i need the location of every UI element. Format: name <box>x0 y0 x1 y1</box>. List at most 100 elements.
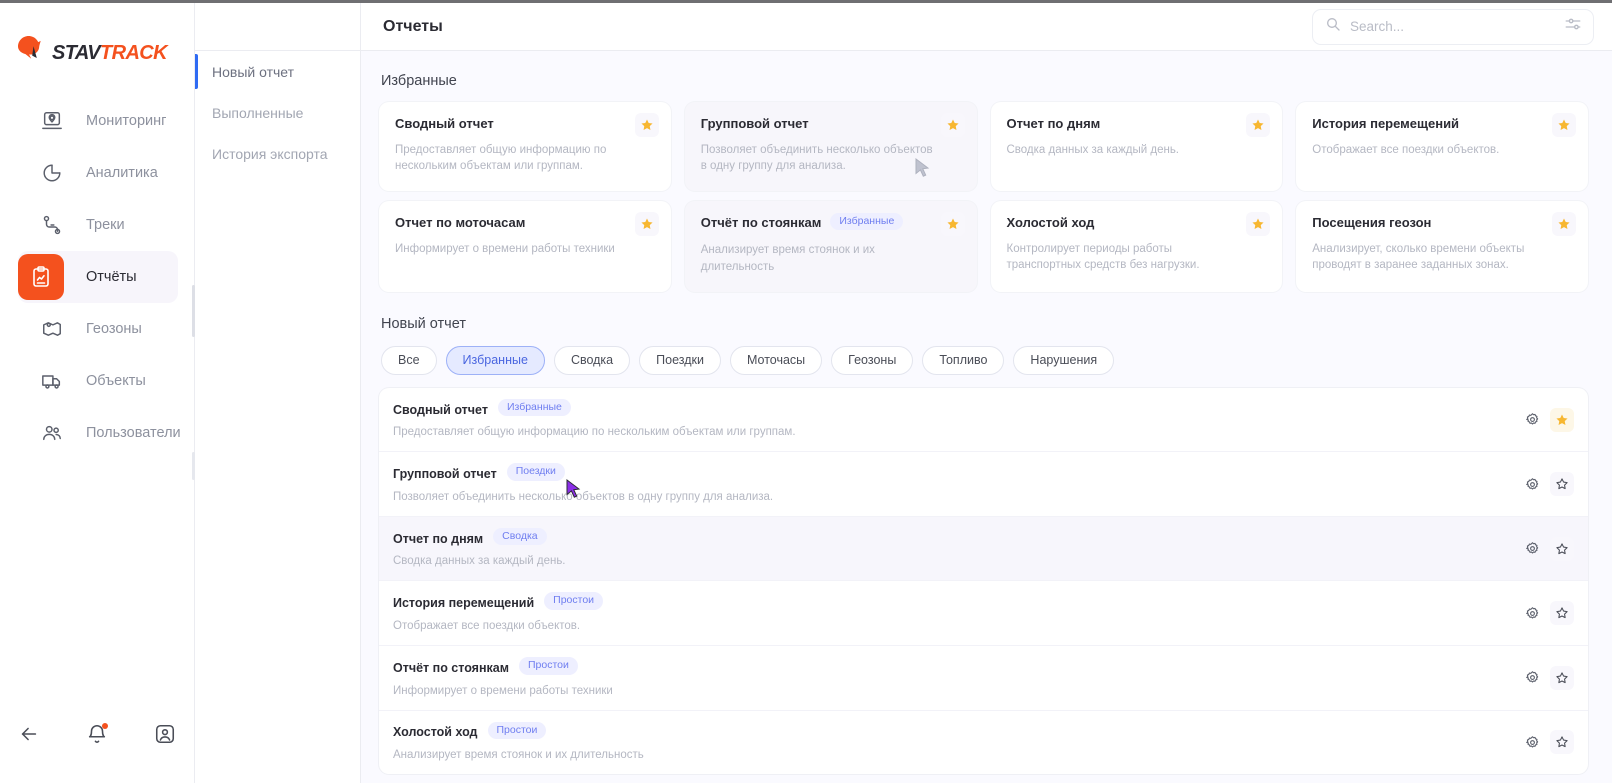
star-icon[interactable] <box>1552 113 1576 137</box>
star-icon[interactable] <box>634 211 659 236</box>
table-row[interactable]: История перемещений Простои Отображает в… <box>379 581 1588 647</box>
star-icon[interactable] <box>1550 472 1574 497</box>
favorite-card[interactable]: Холостой ход Контролирует периоды работы… <box>990 200 1283 292</box>
row-actions <box>1520 472 1574 497</box>
table-row[interactable]: Отчет по дням Сводка Сводка данных за ка… <box>379 516 1588 582</box>
row-title: Отчет по дням <box>393 531 484 546</box>
row-title: Холостой ход <box>393 725 478 740</box>
chip-summary[interactable]: Сводка <box>553 345 631 375</box>
star-icon[interactable] <box>940 113 965 137</box>
tracks-route-icon <box>40 213 64 237</box>
favorite-card[interactable]: Отчёт по стоянкам Избранные Анализирует … <box>684 200 977 292</box>
chip-trips[interactable]: Поездки <box>639 345 721 375</box>
subpanel-scrollbar-thumb-secondary[interactable] <box>192 452 195 480</box>
star-icon[interactable] <box>1550 665 1574 690</box>
search-icon <box>1325 16 1341 37</box>
subpanel-scrollbar-thumb[interactable] <box>192 285 195 337</box>
table-row[interactable]: Групповой отчет Поездки Позволяет объеди… <box>379 452 1588 517</box>
row-title: Отчёт по стоянкам <box>393 660 509 675</box>
sliders-icon[interactable] <box>1564 15 1582 38</box>
chip-all[interactable]: Все <box>381 345 437 375</box>
row-tag: Избранные <box>497 398 571 417</box>
table-row[interactable]: Сводный отчет Избранные Предоставляет об… <box>379 388 1588 453</box>
gear-icon[interactable] <box>1520 408 1544 432</box>
gear-icon[interactable] <box>1520 601 1544 625</box>
row-desc: Информирует о времени работы техники <box>393 684 613 697</box>
favorite-card-title: Посещения геозон <box>1312 214 1432 230</box>
brand-logo[interactable]: STAVTRACK <box>0 3 194 77</box>
favorite-card-head: История перемещений <box>1312 116 1572 132</box>
sidebar-item-monitoring[interactable]: Мониторинг <box>18 95 178 147</box>
favorite-card-desc: Отображает все поездки объектов. <box>1312 143 1500 156</box>
star-icon[interactable] <box>1550 536 1574 561</box>
row-desc: Сводка данных за каждый день. <box>393 555 566 568</box>
primary-sidebar: STAVTRACK Мониторинг Аналитика <box>0 0 195 783</box>
star-icon[interactable] <box>1246 113 1271 137</box>
gear-icon[interactable] <box>1520 537 1544 561</box>
sidebar-item-geofences[interactable]: Геозоны <box>18 303 178 355</box>
table-row[interactable]: Холостой ход Простои Анализирует время с… <box>379 711 1588 775</box>
row-desc: Предоставляет общую информацию по нескол… <box>393 426 796 439</box>
favorite-card-head: Посещения геозон <box>1312 215 1572 231</box>
favorite-card-desc: Контролирует периоды работы транспортных… <box>1006 242 1200 272</box>
brand-wordmark: STAVTRACK <box>52 42 168 64</box>
user-avatar-icon[interactable] <box>152 721 178 747</box>
favorite-card[interactable]: Посещения геозон Анализирует, сколько вр… <box>1296 200 1588 292</box>
row-title: Групповой отчет <box>393 467 497 482</box>
favorite-card[interactable]: Отчет по дням Сводка данных за каждый де… <box>990 102 1283 191</box>
chip-geofences[interactable]: Геозоны <box>831 345 914 375</box>
star-icon[interactable] <box>634 113 659 137</box>
table-row[interactable]: Отчёт по стоянкам Простои Информирует о … <box>379 646 1588 711</box>
subpanel-item-completed[interactable]: Выполненные <box>195 92 360 133</box>
analytics-pie-icon <box>40 161 64 185</box>
star-icon[interactable] <box>1550 730 1574 755</box>
row-tag: Простои <box>519 657 578 675</box>
star-icon[interactable] <box>940 211 965 236</box>
reports-subpanel: Новый отчет Выполненные История экспорта <box>192 0 361 783</box>
notification-dot <box>102 723 108 729</box>
bell-icon[interactable] <box>84 721 110 747</box>
sidebar-item-analytics[interactable]: Аналитика <box>18 147 178 199</box>
sidebar-item-reports[interactable]: Отчёты <box>18 251 178 303</box>
search-bar[interactable] <box>1312 8 1594 45</box>
favorite-card-head: Отчет по моточасам <box>395 215 655 231</box>
favorite-card[interactable]: Групповой отчет Позволяет объединить нес… <box>684 102 977 191</box>
favorite-card-head: Отчет по дням <box>1007 116 1267 132</box>
favorite-card-desc: Позволяет объединить несколько объектов … <box>700 143 933 173</box>
back-arrow-icon[interactable] <box>16 721 42 747</box>
search-input[interactable] <box>1350 19 1564 34</box>
favorite-card-desc: Анализирует время стоянок и их длительно… <box>700 244 875 274</box>
favorite-card-title: Отчет по дням <box>1006 116 1101 131</box>
row-head: Холостой ход Простои <box>393 721 1570 742</box>
favorite-card-head: Холостой ход <box>1007 215 1267 231</box>
gear-icon[interactable] <box>1520 666 1544 690</box>
favorite-card-title: Отчёт по стоянкам <box>700 214 822 230</box>
sidebar-item-users[interactable]: Пользователи <box>18 407 181 459</box>
sidebar-item-objects[interactable]: Объекты <box>18 355 178 407</box>
sidebar-nav: Мониторинг Аналитика Треки <box>0 95 194 459</box>
star-icon[interactable] <box>1246 211 1271 236</box>
content-column: Отчеты Избранные <box>361 0 1612 783</box>
row-title: История перемещений <box>393 596 535 611</box>
row-tag: Простои <box>487 721 547 740</box>
star-icon[interactable] <box>1552 211 1576 236</box>
chip-favorites[interactable]: Избранные <box>445 345 545 375</box>
subpanel-item-export-history[interactable]: История экспорта <box>195 133 360 174</box>
favorite-card[interactable]: Отчет по моточасам Информирует о времени… <box>379 200 671 292</box>
star-icon[interactable] <box>1550 601 1574 626</box>
chip-enginehours[interactable]: Моточасы <box>729 345 823 375</box>
sidebar-footer <box>0 691 194 783</box>
favorite-card[interactable]: История перемещений Отображает все поезд… <box>1296 102 1588 191</box>
chip-fuel[interactable]: Топливо <box>922 345 1005 375</box>
brand-name-b: TRACK <box>99 42 168 64</box>
monitoring-icon <box>40 109 64 133</box>
subpanel-item-new-report[interactable]: Новый отчет <box>195 51 360 92</box>
chip-violations[interactable]: Нарушения <box>1013 345 1115 375</box>
gear-icon[interactable] <box>1520 472 1544 496</box>
favorite-card-desc: Анализирует, сколько времени объекты про… <box>1312 242 1525 272</box>
favorite-card[interactable]: Сводный отчет Предоставляет общую информ… <box>379 102 671 191</box>
gear-icon[interactable] <box>1520 730 1544 754</box>
favorite-card-title: Холостой ход <box>1006 214 1095 230</box>
star-icon[interactable] <box>1550 407 1574 432</box>
sidebar-item-tracks[interactable]: Треки <box>18 199 178 251</box>
